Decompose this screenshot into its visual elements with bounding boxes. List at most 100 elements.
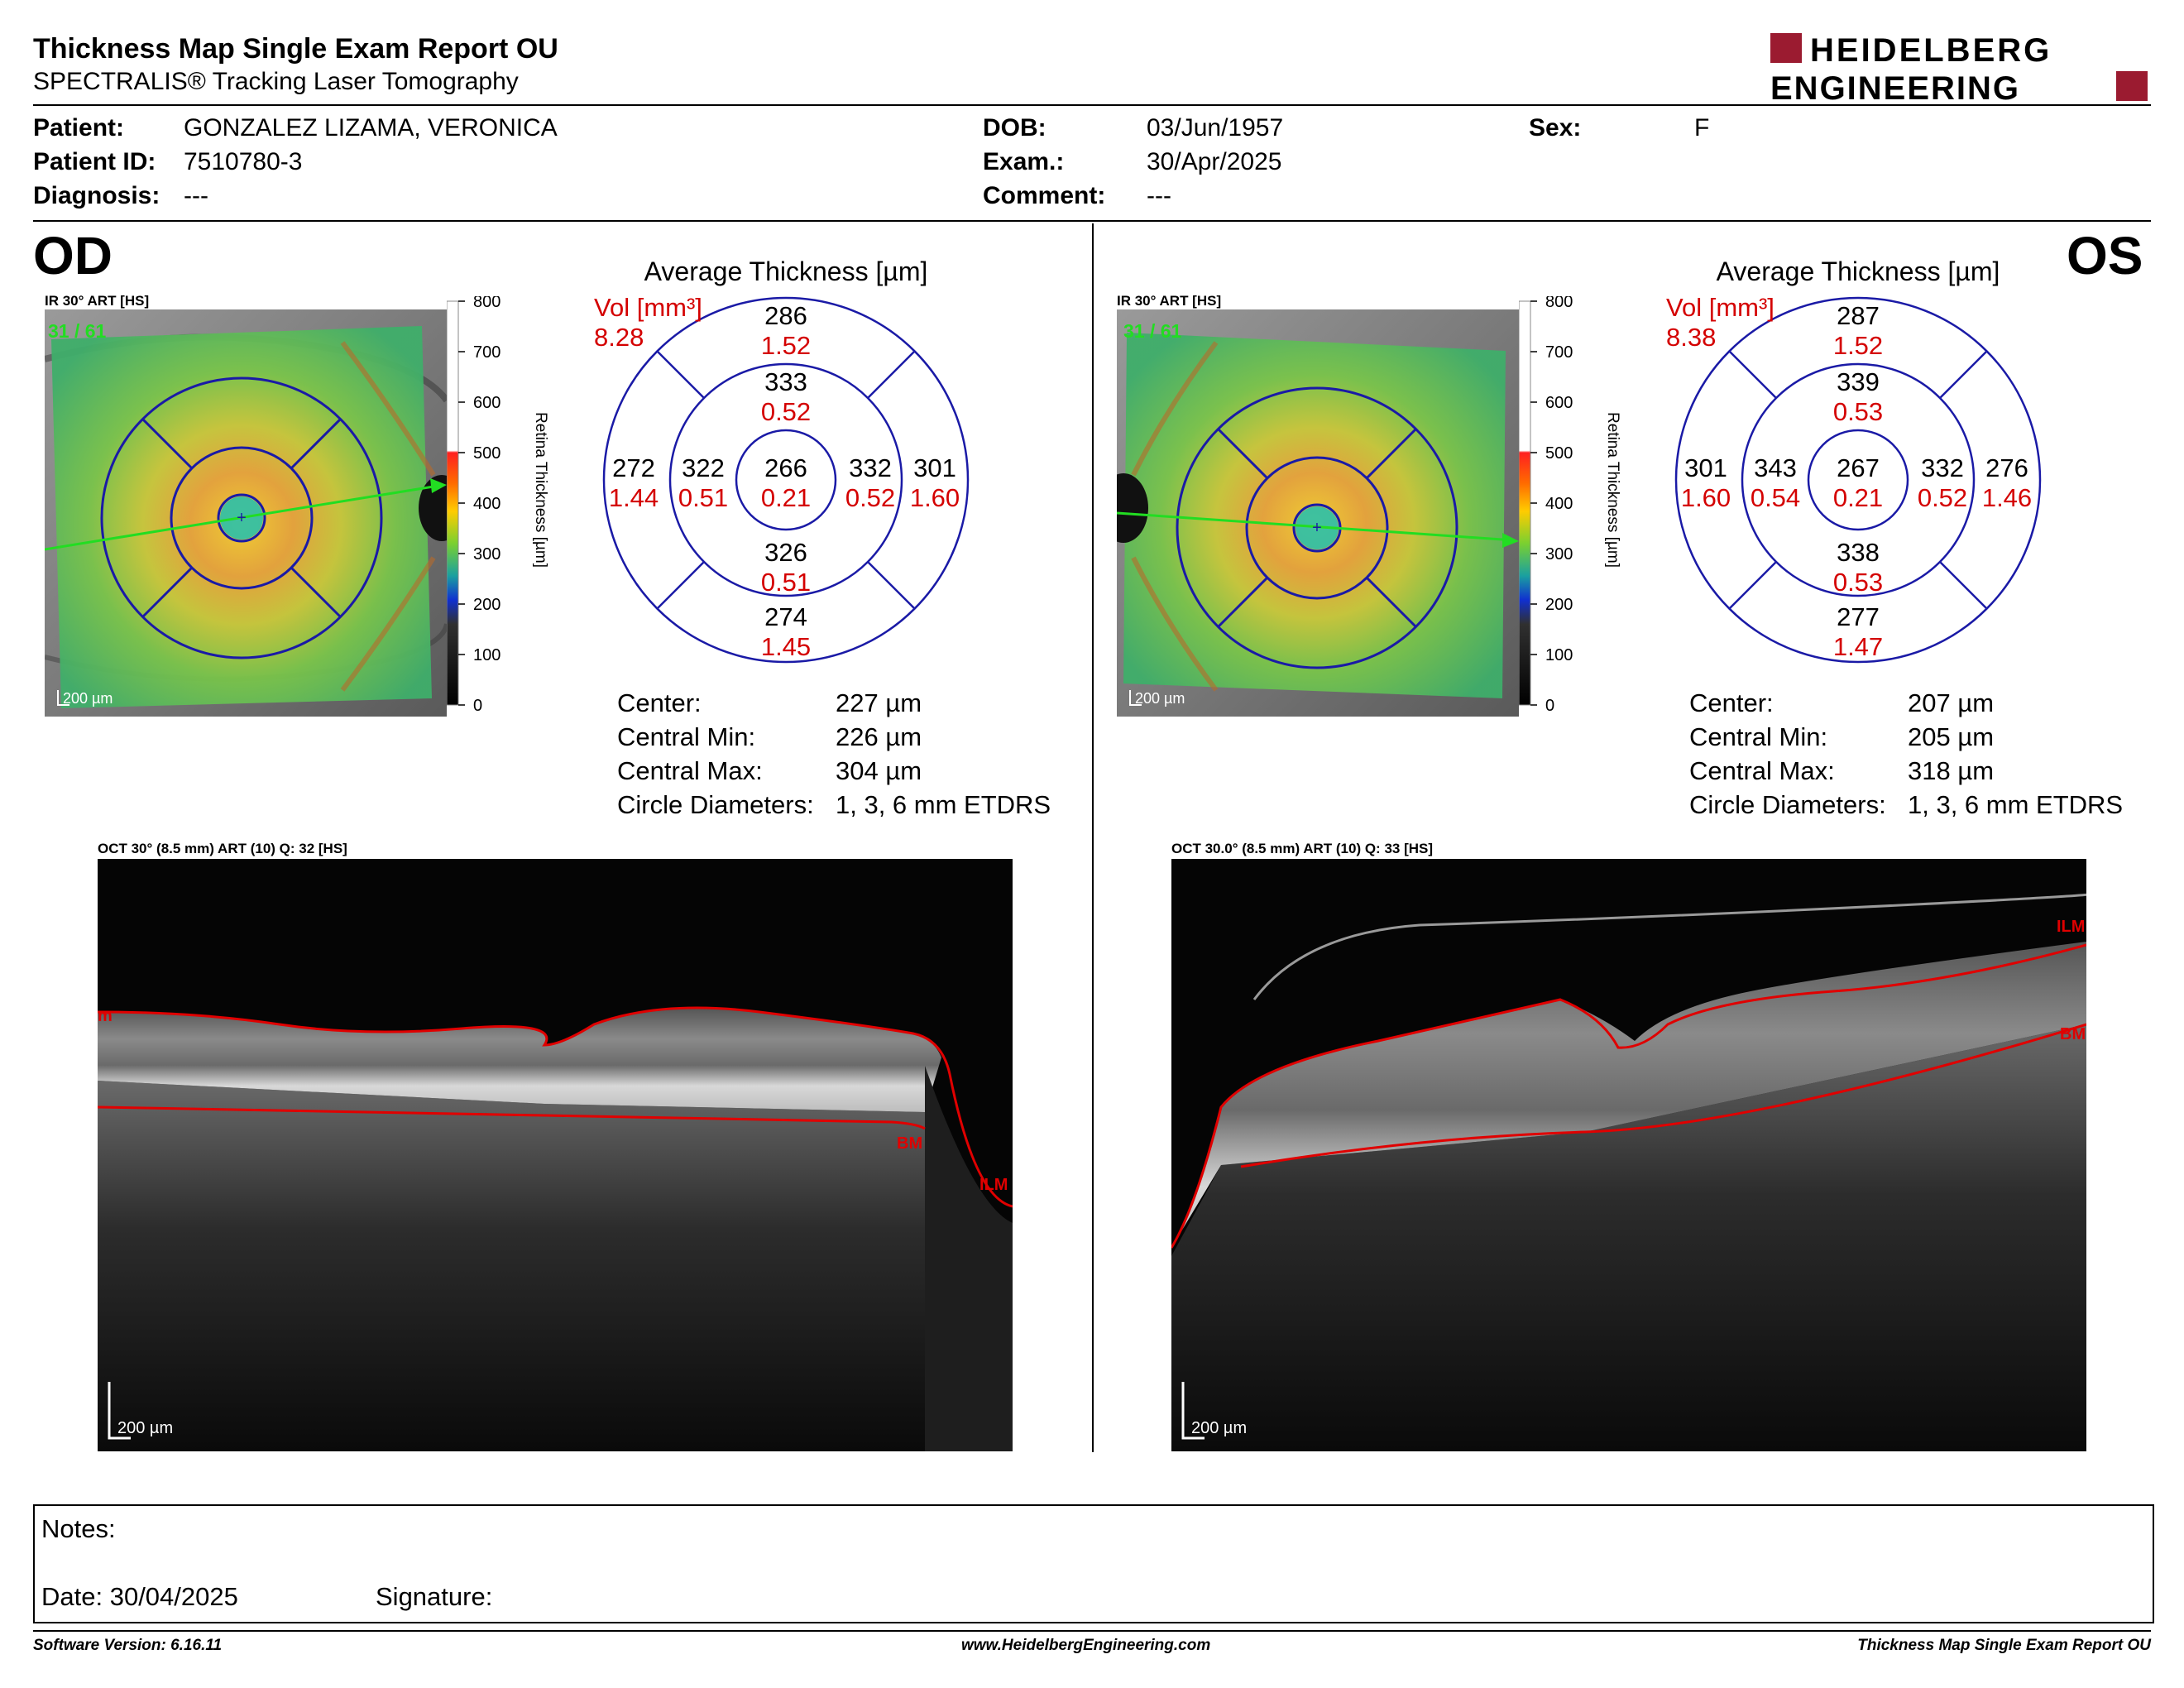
date-label: Date: 30/04/2025: [41, 1582, 238, 1611]
od-outer-inf-vol: 1.45: [761, 632, 811, 661]
exam-date: 30/Apr/2025: [1147, 148, 1282, 175]
os-stat-label: Center:: [1689, 688, 1774, 717]
os-vol-value: 8.38: [1666, 323, 1717, 352]
patient-id: 7510780-3: [184, 148, 303, 175]
od-outer-right-thk: 301: [913, 453, 956, 482]
od-oct-label: OCT 30° (8.5 mm) ART (10) Q: 32 [HS]: [98, 841, 347, 856]
os-inner-sup-thk: 339: [1837, 367, 1880, 396]
eye-divider: [1092, 223, 1094, 1452]
od-bm-tag: BM: [897, 1134, 922, 1153]
svg-text:700: 700: [473, 343, 500, 362]
os-inner-sup-vol: 0.53: [1833, 397, 1883, 426]
diagnosis-label: Diagnosis:: [33, 182, 160, 209]
os-fundus-label: IR 30° ART [HS]: [1117, 293, 1222, 309]
od-inner-inf-thk: 326: [764, 538, 807, 567]
os-inner-left-vol: 0.54: [1751, 483, 1800, 512]
od-stat-label: Central Min:: [617, 722, 756, 751]
eye-label-od: OD: [33, 226, 113, 285]
svg-text:500: 500: [473, 444, 500, 463]
os-fundus-image: + 31 / 61 200 µm: [1117, 309, 1519, 717]
od-outer-right-vol: 1.60: [910, 483, 960, 512]
od-ilm-tag: ILM: [979, 1176, 1008, 1194]
od-ilm-left-tag: m: [98, 1007, 113, 1025]
od-outer-left-vol: 1.44: [609, 483, 659, 512]
svg-text:Retina Thickness [µm]: Retina Thickness [µm]: [532, 412, 549, 568]
svg-text:800: 800: [1545, 296, 1573, 311]
os-oct-scalebar: 200 µm: [1191, 1419, 1247, 1437]
os-oct-bscan: ILM BM 200 µm: [1171, 859, 2086, 1451]
os-inner-right-vol: 0.52: [1918, 483, 1967, 512]
os-inner-inf-vol: 0.53: [1833, 568, 1883, 597]
os-ilm-tag: ILM: [2057, 918, 2085, 936]
signature-label[interactable]: Signature:: [376, 1582, 493, 1611]
od-outer-inf-thk: 274: [764, 602, 807, 631]
patient-id-label: Patient ID:: [33, 148, 156, 175]
notes-box: Notes: Date: 30/04/2025 Signature:: [33, 1504, 2154, 1623]
website-link[interactable]: www.HeidelbergEngineering.com: [961, 1637, 1211, 1654]
os-outer-right-thk: 276: [1985, 453, 2028, 482]
od-stat-label: Central Max:: [617, 756, 763, 785]
od-inner-sup-vol: 0.52: [761, 397, 811, 426]
os-stat-value: 318 µm: [1908, 756, 1995, 785]
exam-label: Exam.:: [983, 148, 1065, 175]
os-outer-inf-vol: 1.47: [1833, 632, 1883, 661]
os-outer-sup-thk: 287: [1837, 301, 1880, 330]
od-inner-left-vol: 0.51: [678, 483, 728, 512]
os-outer-inf-thk: 277: [1837, 602, 1880, 631]
os-inner-left-thk: 343: [1754, 453, 1797, 482]
od-inner-left-thk: 322: [682, 453, 725, 482]
os-frame-counter: 31 / 61: [1123, 320, 1182, 342]
od-stat-value: 227 µm: [836, 688, 922, 717]
od-center-vol: 0.21: [761, 483, 811, 512]
os-stat-value: 1, 3, 6 mm ETDRS: [1908, 790, 2124, 819]
diagnosis-value: ---: [184, 182, 208, 209]
patient-label: Patient:: [33, 114, 125, 141]
svg-text:100: 100: [473, 646, 500, 664]
os-thickness-scale: 800 700 600 500 400 300 200 100 0 Retina…: [1519, 296, 1621, 715]
os-bm-tag: BM: [2060, 1025, 2086, 1043]
svg-text:200: 200: [473, 596, 500, 614]
svg-text:+: +: [1312, 519, 1322, 537]
os-center-vol: 0.21: [1833, 483, 1883, 512]
od-vol-value: 8.28: [594, 323, 644, 352]
os-stat-label: Central Min:: [1689, 722, 1828, 751]
od-etdrs-grid: 286 1.52 333 0.52 266 0.21 322 0.51 332 …: [602, 296, 970, 664]
svg-text:400: 400: [1545, 495, 1573, 513]
os-outer-left-thk: 301: [1684, 453, 1727, 482]
os-outer-right-vol: 1.46: [1982, 483, 2032, 512]
patient-name: GONZALEZ LIZAMA, VERONICA: [184, 114, 558, 141]
svg-text:0: 0: [1545, 697, 1554, 715]
heidelberg-logo: HEIDELBERG ENGINEERING: [1770, 32, 2148, 104]
os-inner-right-thk: 332: [1921, 453, 1964, 482]
os-stat-value: 207 µm: [1908, 688, 1995, 717]
od-stat-value: 304 µm: [836, 756, 922, 785]
os-center-thk: 267: [1837, 453, 1880, 482]
od-fundus-label: IR 30° ART [HS]: [45, 293, 150, 309]
od-inner-inf-vol: 0.51: [761, 568, 811, 597]
os-oct-label: OCT 30.0° (8.5 mm) ART (10) Q: 33 [HS]: [1171, 841, 1434, 856]
svg-text:ENGINEERING: ENGINEERING: [1770, 70, 2020, 104]
od-inner-right-thk: 332: [849, 453, 892, 482]
svg-text:HEIDELBERG: HEIDELBERG: [1810, 32, 2052, 69]
dob-label: DOB:: [983, 114, 1046, 141]
svg-text:300: 300: [473, 545, 500, 563]
eye-label-os: OS: [2067, 226, 2143, 285]
svg-text:600: 600: [1545, 394, 1573, 412]
svg-text:100: 100: [1545, 646, 1573, 664]
sex-label: Sex:: [1529, 114, 1582, 141]
od-outer-sup-thk: 286: [764, 301, 807, 330]
svg-text:500: 500: [1545, 444, 1573, 463]
od-fundus-scalebar: 200 µm: [63, 690, 113, 707]
od-thickness-scale: 800 700 600 500 400 300 200 100 0 Retina…: [447, 296, 549, 715]
od-avg-title: Average Thickness [µm]: [644, 257, 928, 286]
svg-text:200: 200: [1545, 596, 1573, 614]
svg-text:+: +: [237, 509, 247, 527]
svg-text:300: 300: [1545, 545, 1573, 563]
od-fundus-image: + 31 / 61 200 µm: [45, 309, 447, 717]
od-frame-counter: 31 / 61: [48, 320, 107, 342]
comment-label: Comment:: [983, 182, 1106, 209]
footer-report-name: Thickness Map Single Exam Report OU: [1857, 1637, 2151, 1654]
od-inner-sup-thk: 333: [764, 367, 807, 396]
od-stat-label: Center:: [617, 688, 702, 717]
od-outer-left-thk: 272: [612, 453, 655, 482]
